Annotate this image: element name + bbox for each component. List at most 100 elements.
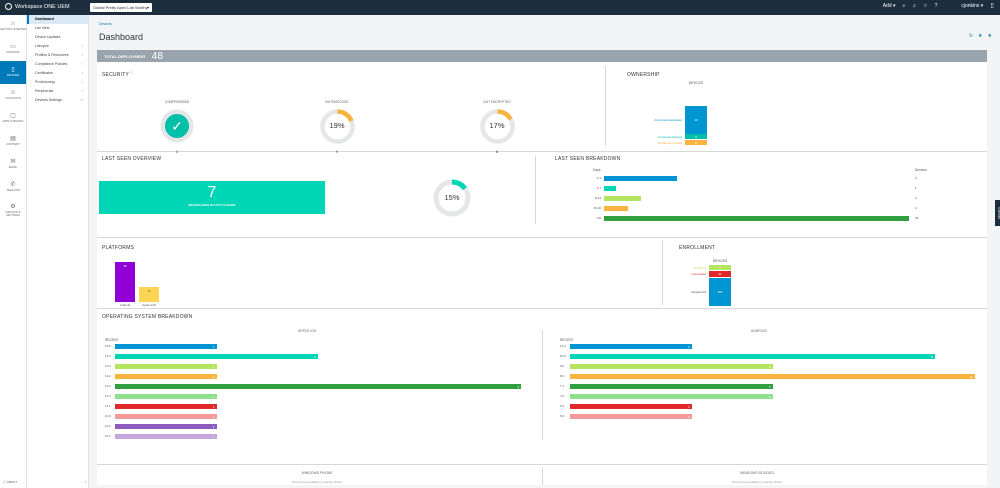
about-link[interactable]: ⓘ ABOUT xyxy=(3,480,17,484)
support-side-tab[interactable]: SUPPORT xyxy=(995,200,1000,226)
favorite-star-icon[interactable]: ★ xyxy=(987,33,992,39)
ownership-segment[interactable] xyxy=(685,134,707,139)
enrollment-segment[interactable] xyxy=(709,265,731,270)
nav-apps-books[interactable]: ▢ APPS & BOOKS xyxy=(0,107,26,130)
help-icon[interactable]: ? xyxy=(934,3,938,9)
ownership-value: 40 xyxy=(694,118,698,122)
ios-os-bar[interactable] xyxy=(115,364,217,369)
enrollment-segment[interactable] xyxy=(709,271,731,277)
total-deployment-bar[interactable]: TOTAL DEPLOYMENT 48 xyxy=(97,50,987,62)
user-menu[interactable]: cjonkins ▾ xyxy=(961,3,984,9)
last-seen-breakdown-title: LAST SEEN BREAKDOWN xyxy=(555,156,621,162)
not-encrypted-gauge[interactable] xyxy=(478,107,517,146)
ios-os-bar[interactable] xyxy=(115,374,217,379)
devices-icon: ▯ xyxy=(11,67,15,74)
nav-email[interactable]: ✉ EMAIL xyxy=(0,153,26,176)
last-seen-24h-caption: DEVICES SEEN IN LAST 24 HOURS xyxy=(188,203,236,207)
ios-breakdown-header: APPLE iOS xyxy=(297,329,317,333)
os-bar-value: 3 xyxy=(687,414,690,419)
android-os-bar[interactable] xyxy=(570,354,935,359)
gauge-count[interactable]: 0 xyxy=(176,150,178,154)
compromised-gauge[interactable] xyxy=(158,107,196,145)
platform-bar[interactable] xyxy=(139,287,159,302)
os-version-label: 10.2 xyxy=(105,424,111,428)
info-icon[interactable]: ⓘ xyxy=(129,70,133,75)
add-button[interactable]: Add ▾ xyxy=(882,3,896,9)
android-os-bar[interactable] xyxy=(570,364,773,369)
subnav-profiles-resources[interactable]: Profiles & Resources › xyxy=(27,51,88,60)
last-seen-bar[interactable] xyxy=(604,216,909,221)
last-seen-bar[interactable] xyxy=(604,176,678,181)
last-seen-bar[interactable] xyxy=(604,186,617,191)
subnav-peripherals[interactable]: Peripherals › xyxy=(27,87,88,96)
ownership-segment[interactable] xyxy=(685,140,707,145)
search-icon[interactable]: ⌕ xyxy=(902,3,906,9)
subnav-label: Peripherals xyxy=(35,89,54,93)
last-seen-day-label: 8-14 xyxy=(594,196,601,200)
android-os-bar[interactable] xyxy=(570,414,692,419)
ios-os-bar[interactable] xyxy=(115,384,521,389)
subnav-provisioning[interactable]: Provisioning › xyxy=(27,78,88,87)
subnav-devices-settings[interactable]: Devices Settings ↗ xyxy=(27,96,88,105)
android-os-bar[interactable] xyxy=(570,384,773,389)
os-version-label: 5.0 xyxy=(560,414,565,418)
no-passcode-gauge[interactable] xyxy=(318,107,357,146)
subnav-compliance-policies[interactable]: Compliance Policies › xyxy=(27,60,88,69)
divider xyxy=(97,464,987,465)
enrollment-segment[interactable] xyxy=(709,278,731,306)
content-icon: ▤ xyxy=(10,136,16,143)
subnav-label: Dashboard xyxy=(35,17,54,21)
subnav-lifecycle[interactable]: Lifecycle › xyxy=(27,42,88,51)
favorite-star-icon[interactable]: ☆ xyxy=(923,3,928,9)
subnav-device-updates[interactable]: Device Updates xyxy=(27,33,88,42)
app-grid-icon[interactable]: ⣿ xyxy=(990,3,994,9)
android-os-bar[interactable] xyxy=(570,394,773,399)
ios-os-bar[interactable] xyxy=(115,424,217,429)
os-bar-value: 9 xyxy=(930,354,933,359)
os-bar-value: 4 xyxy=(517,384,519,389)
subnav-list-view[interactable]: List View xyxy=(27,24,88,33)
ownership-value: 0 xyxy=(695,134,697,139)
collapse-subnav-icon[interactable]: ‹ xyxy=(84,479,86,484)
apps-icon: ▢ xyxy=(10,113,16,120)
chevron-right-icon: › xyxy=(81,62,83,66)
platform-bar[interactable] xyxy=(115,262,135,302)
last-seen-24h-tile[interactable]: 7 DEVICES SEEN IN LAST 24 HOURS xyxy=(99,181,325,214)
last-seen-bar[interactable] xyxy=(604,196,641,201)
organization-group-selector[interactable]: Global Pretty Apex Lab Worthy ▾ xyxy=(90,2,152,12)
refresh-icon[interactable]: ↻ xyxy=(968,33,974,39)
brand[interactable]: Workspace ONE UEM xyxy=(5,3,70,10)
android-axis-label: RECENT xyxy=(560,338,574,342)
ios-os-bar[interactable] xyxy=(115,394,217,399)
nav-monitor[interactable]: ▭ MONITOR xyxy=(0,38,26,61)
notifications-icon[interactable]: ♫ xyxy=(912,3,917,9)
nav-telecom[interactable]: ✆ TELECOM xyxy=(0,176,26,199)
nav-accounts[interactable]: ☺ ACCOUNTS xyxy=(0,84,26,107)
android-os-bar[interactable] xyxy=(570,374,975,379)
gauge-count[interactable]: 8 xyxy=(496,150,498,154)
nav-getting-started[interactable]: ☆ GETTING STARTED xyxy=(0,15,26,38)
nav-groups-settings[interactable]: ⚙ GROUPS & SETTINGS xyxy=(0,199,26,222)
ios-os-bar[interactable] xyxy=(115,414,217,419)
ios-os-bar[interactable] xyxy=(115,354,318,359)
android-os-bar[interactable] xyxy=(570,344,692,349)
chevron-right-icon: › xyxy=(81,71,83,75)
ios-os-bar[interactable] xyxy=(115,344,217,349)
os-bar-value: 1 xyxy=(212,394,215,399)
breadcrumb[interactable]: Devices xyxy=(99,22,112,26)
nav-devices[interactable]: ▯ DEVICES xyxy=(0,61,26,84)
dashboard-content: TOTAL DEPLOYMENT 48 SECURITY ⓘ OWNERSHIP… xyxy=(97,50,987,485)
subnav-certificates[interactable]: Certificates › xyxy=(27,69,88,78)
nav-content[interactable]: ▤ CONTENT xyxy=(0,130,26,153)
ios-os-bar[interactable] xyxy=(115,404,217,409)
os-version-label: 13.2 xyxy=(105,374,111,378)
ownership-segment[interactable] xyxy=(685,106,707,134)
last-seen-bar[interactable] xyxy=(604,206,629,211)
subnav-dashboard[interactable]: Dashboard xyxy=(27,15,88,24)
last-seen-gauge[interactable] xyxy=(431,177,473,219)
ios-os-bar[interactable] xyxy=(115,434,217,439)
gauge-percent: 17% xyxy=(489,121,505,131)
gauge-count[interactable]: 9 xyxy=(336,150,338,154)
settings-star-icon[interactable]: ★ xyxy=(978,33,983,39)
android-os-bar[interactable] xyxy=(570,404,692,409)
